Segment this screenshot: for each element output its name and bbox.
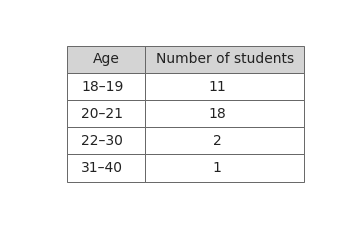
Text: 18: 18 — [208, 107, 226, 121]
Bar — [67, 46, 145, 73]
Bar — [145, 100, 305, 127]
Bar — [145, 127, 305, 154]
Text: 2: 2 — [213, 134, 221, 148]
Bar — [67, 100, 145, 127]
Text: 22–30: 22–30 — [81, 134, 123, 148]
Bar — [145, 73, 305, 100]
Text: 1: 1 — [212, 161, 221, 175]
Bar — [145, 46, 305, 73]
Bar — [67, 127, 145, 154]
Bar — [145, 154, 305, 182]
Bar — [67, 73, 145, 100]
Text: 11: 11 — [208, 80, 226, 93]
Text: 20–21: 20–21 — [81, 107, 123, 121]
Text: 31–40: 31–40 — [81, 161, 123, 175]
Text: Age: Age — [93, 52, 120, 66]
Bar — [67, 154, 145, 182]
Text: 18–19: 18–19 — [81, 80, 124, 93]
Text: Number of students: Number of students — [156, 52, 294, 66]
